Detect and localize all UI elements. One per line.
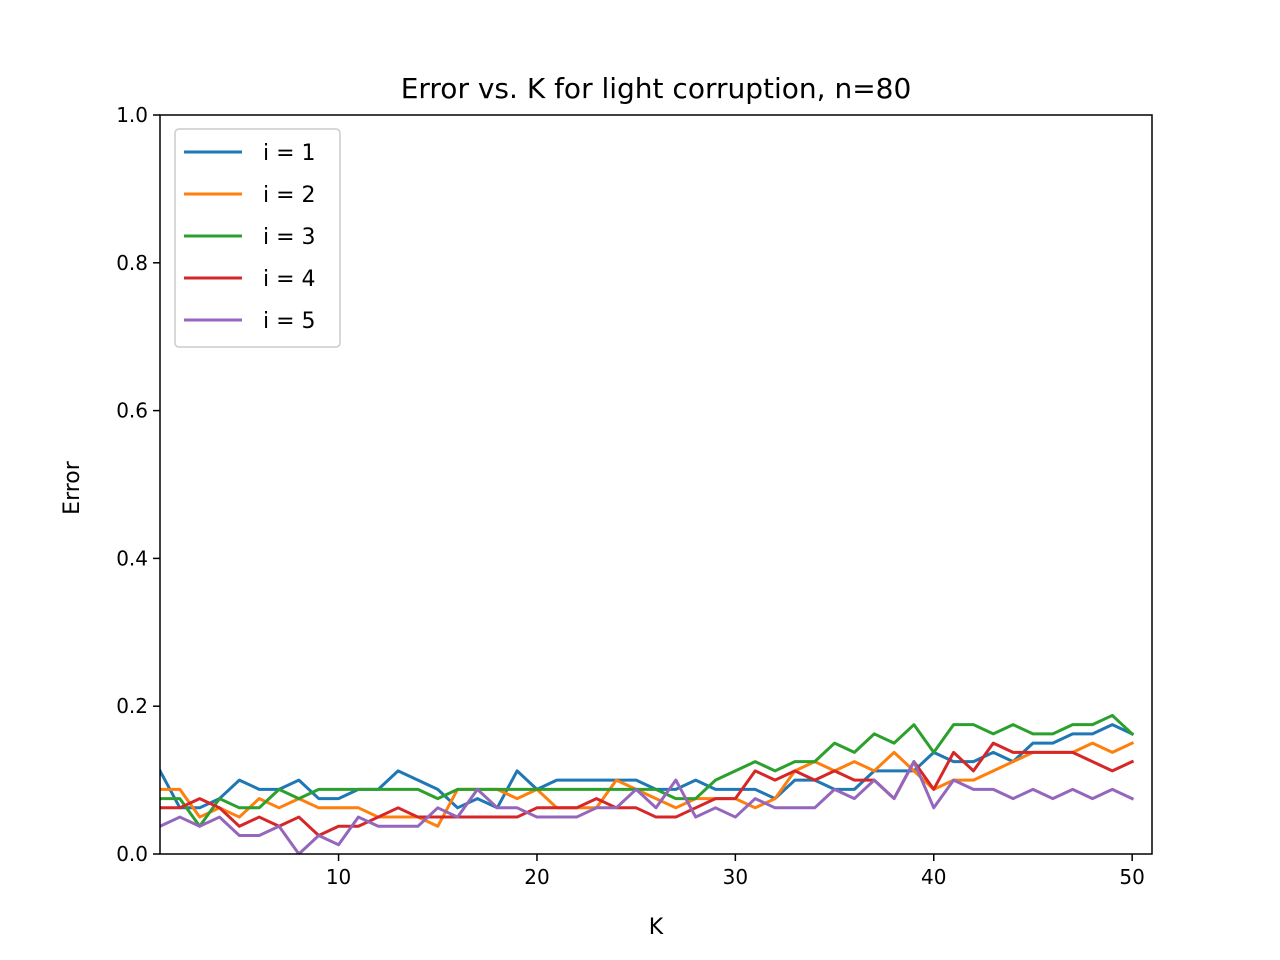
legend: i = 1 i = 2 i = 3 i = 4 i = 5 xyxy=(174,128,341,348)
x-axis: 10 20 30 40 50 xyxy=(326,854,1145,889)
legend-label-i-4: i = 4 xyxy=(263,267,316,292)
x-tick-label: 10 xyxy=(326,865,351,889)
x-tick-label: 20 xyxy=(524,865,549,889)
series-line-i-5 xyxy=(160,760,1135,854)
legend-label-i-1: i = 1 xyxy=(263,141,316,166)
series-line-i-3 xyxy=(160,713,1135,828)
x-tick-label: 50 xyxy=(1119,865,1144,889)
x-axis-label: K xyxy=(649,915,664,940)
series-lines xyxy=(160,713,1135,854)
x-tick-label: 30 xyxy=(723,865,748,889)
y-axis: 0.0 0.2 0.4 0.6 0.8 1.0 xyxy=(116,103,160,866)
y-tick-label: 0.0 xyxy=(116,842,148,866)
legend-frame xyxy=(174,128,341,348)
series-line-i-4 xyxy=(160,741,1135,838)
y-axis-label: Error xyxy=(60,460,85,515)
y-tick-label: 0.2 xyxy=(116,694,148,718)
legend-label-i-3: i = 3 xyxy=(263,225,316,250)
y-tick-label: 0.8 xyxy=(116,251,148,275)
y-tick-label: 0.6 xyxy=(116,399,148,423)
plot-frame xyxy=(159,114,1153,855)
series-line-i-2 xyxy=(160,741,1135,828)
chart-title: Error vs. K for light corruption, n=80 xyxy=(401,72,912,105)
legend-label-i-5: i = 5 xyxy=(263,309,316,334)
x-tick-label: 40 xyxy=(921,865,946,889)
y-tick-label: 1.0 xyxy=(116,103,148,127)
series-line-i-1 xyxy=(160,723,1135,810)
legend-label-i-2: i = 2 xyxy=(263,183,316,208)
y-tick-label: 0.4 xyxy=(116,546,148,570)
